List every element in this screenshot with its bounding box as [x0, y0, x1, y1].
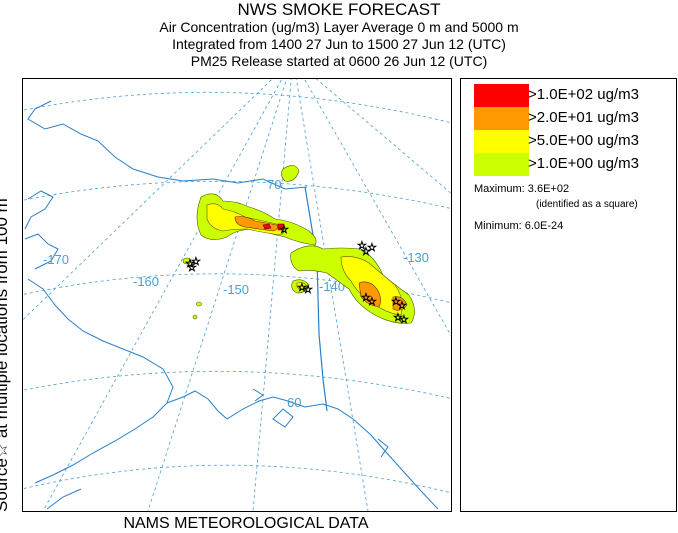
contour-level-4 — [262, 223, 285, 231]
legend-item: >1.0E+02 ug/m3 — [474, 84, 674, 107]
data-source-label: NAMS METEOROLOGICAL DATA — [123, 515, 369, 532]
integration-period: Integrated from 1400 27 Jun to 1500 27 J… — [172, 36, 506, 52]
legend-swatch — [474, 130, 529, 153]
longitude-labels: -170 -160 -150 -140 -130 — [43, 250, 429, 297]
source-star-icon: ☆ — [361, 246, 371, 258]
maximum-note: (identified as a square) — [536, 199, 638, 210]
legend-item: >1.0E+00 ug/m3 — [474, 153, 674, 176]
source-star-icon: ☆ — [357, 240, 367, 252]
lat-label: 70 — [267, 177, 281, 192]
source-star-icon: ☆ — [191, 256, 201, 268]
map-canvas: -170 -160 -150 -140 -130 70 60 — [23, 79, 451, 511]
source-star-icon: ☆ — [297, 282, 307, 294]
legend-swatch — [474, 107, 529, 130]
lat-label: 60 — [287, 395, 301, 410]
source-description: Source☆ at multiple locations from 100 m — [0, 198, 11, 512]
legend-label: >1.0E+02 ug/m3 — [528, 86, 639, 103]
source-star-icon: ☆ — [361, 292, 371, 304]
maximum-value: Maximum: 3.6E+02 — [474, 183, 570, 195]
latitude-lines — [23, 91, 451, 494]
source-star-icon: ☆ — [393, 312, 403, 324]
legend-swatch — [474, 84, 529, 107]
source-star-icon: ☆ — [399, 314, 409, 326]
coastline — [24, 100, 439, 510]
lon-label: -140 — [319, 279, 345, 294]
source-star-icon: ☆ — [397, 300, 407, 312]
lon-label: -160 — [133, 274, 159, 289]
source-star-icon: ☆ — [367, 296, 377, 308]
source-star-icon: ☆ — [187, 262, 197, 274]
lon-label: -130 — [403, 250, 429, 265]
lon-label: -150 — [223, 282, 249, 297]
smoke-map: -170 -160 -150 -140 -130 70 60 — [22, 78, 452, 512]
legend-panel: >1.0E+02 ug/m3 >2.0E+01 ug/m3 >5.0E+00 u… — [460, 78, 677, 512]
source-star-icon: ☆ — [279, 224, 289, 236]
source-markers: ☆ ☆ ☆ ☆ ☆ ☆ ☆ ☆ ☆ ☆ ☆ ☆ ☆ ☆ ☆ — [185, 224, 410, 327]
legend-item: >2.0E+01 ug/m3 — [474, 107, 674, 130]
map-title: NWS SMOKE FORECAST — [237, 0, 441, 19]
legend-label: >1.0E+00 ug/m3 — [528, 155, 639, 172]
longitude-lines — [23, 79, 451, 511]
release-start: PM25 Release started at 0600 26 Jun 12 (… — [190, 53, 488, 69]
maximum-square — [277, 223, 285, 231]
legend-swatch — [474, 153, 529, 176]
source-star-icon: ☆ — [185, 258, 195, 270]
minimum-value: Minimum: 6.0E-24 — [474, 220, 564, 232]
latitude-labels: 70 60 — [267, 177, 301, 410]
source-star-icon: ☆ — [391, 296, 401, 308]
legend-label: >2.0E+01 ug/m3 — [528, 109, 639, 126]
source-star-icon: ☆ — [303, 284, 313, 296]
source-star-icon: ☆ — [367, 242, 377, 254]
lon-label: -170 — [43, 252, 69, 267]
legend-item: >5.0E+00 ug/m3 — [474, 130, 674, 153]
legend-label: >5.0E+00 ug/m3 — [528, 132, 639, 149]
layer-description: Air Concentration (ug/m3) Layer Average … — [159, 19, 519, 35]
